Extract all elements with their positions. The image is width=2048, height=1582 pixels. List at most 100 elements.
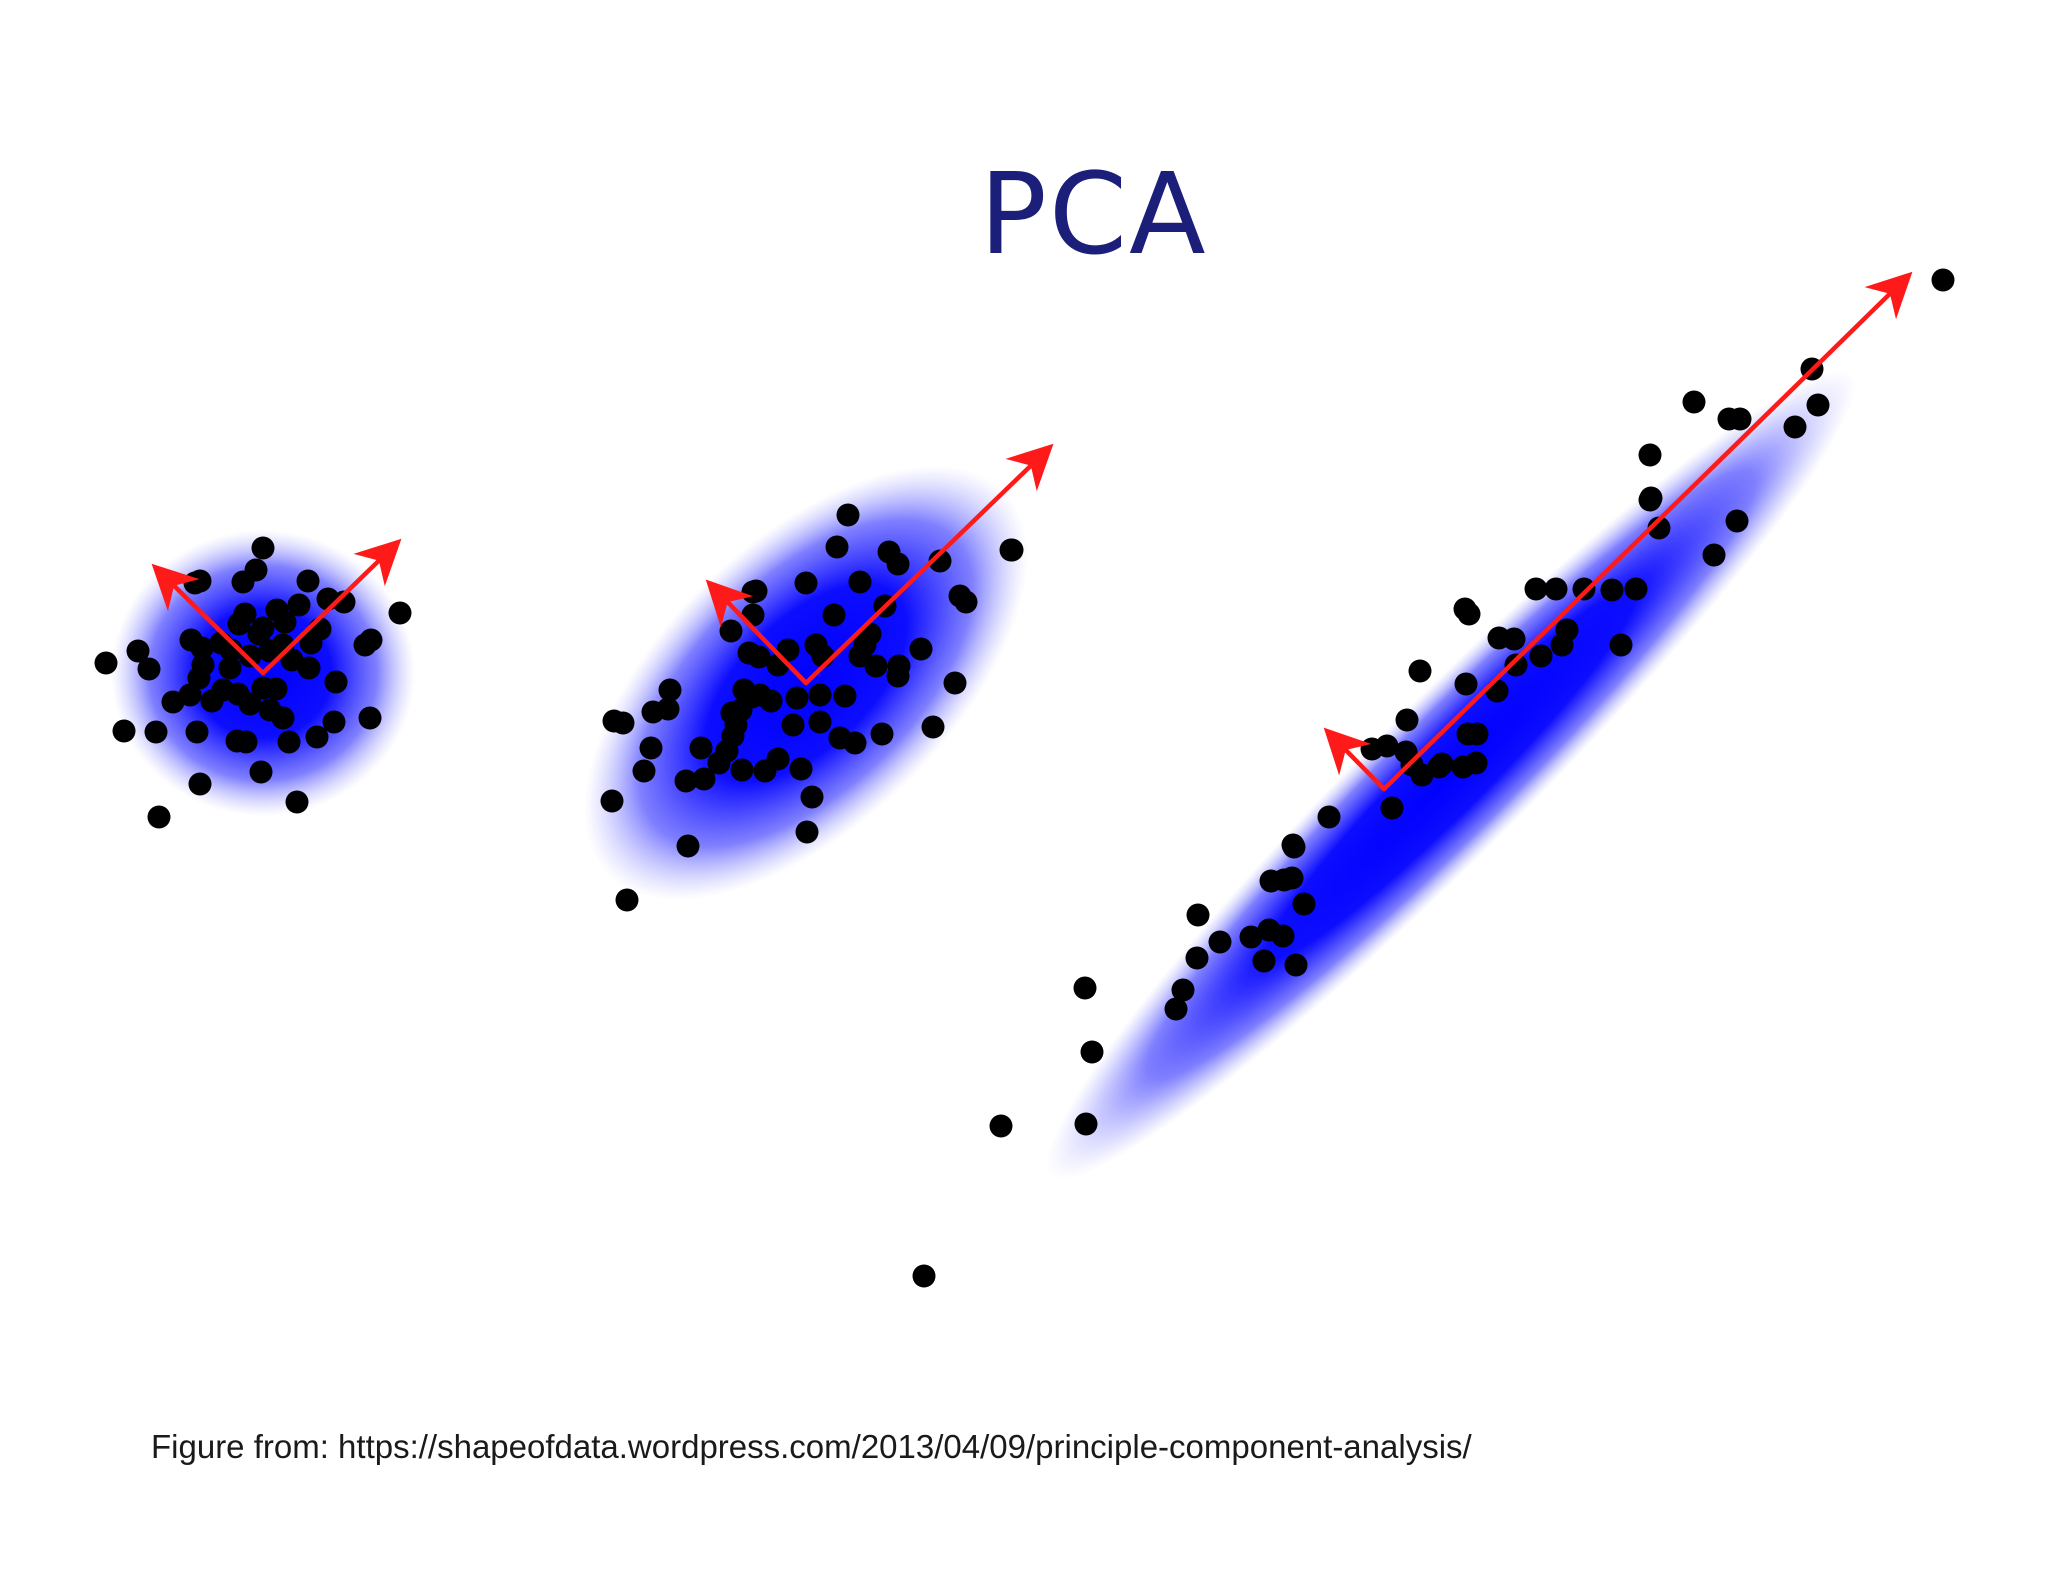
data-point — [1272, 868, 1296, 892]
data-point — [126, 639, 150, 663]
pca-panels — [94, 268, 1955, 1288]
data-point — [800, 785, 824, 809]
data-point — [1487, 626, 1511, 650]
data-point — [1074, 1112, 1098, 1136]
data-point — [808, 683, 832, 707]
data-point — [781, 713, 805, 737]
data-point — [144, 720, 168, 744]
data-point — [1208, 930, 1232, 954]
data-point — [247, 622, 271, 646]
data-point — [886, 552, 910, 576]
data-point — [943, 671, 967, 695]
data-point — [632, 759, 656, 783]
data-point — [1485, 679, 1509, 703]
data-point — [1186, 903, 1210, 927]
principal-component-1-arrow — [260, 538, 402, 676]
data-point — [808, 710, 832, 734]
data-point — [689, 736, 713, 760]
data-point — [954, 590, 978, 614]
principal-component-2-arrow — [705, 579, 809, 686]
data-point — [1073, 976, 1097, 1000]
data-point — [836, 503, 860, 527]
data-point — [1524, 577, 1548, 601]
data-point — [1457, 602, 1481, 626]
data-point — [273, 610, 297, 634]
data-point — [1725, 509, 1749, 533]
principal-component-2-arrow — [151, 563, 266, 676]
round-cluster — [94, 530, 415, 829]
data-point — [912, 1264, 936, 1288]
data-point — [785, 686, 809, 710]
data-point — [1410, 763, 1434, 787]
data-point — [1395, 708, 1419, 732]
data-point — [1728, 407, 1752, 431]
data-point — [1375, 734, 1399, 758]
data-point — [277, 730, 301, 754]
data-point — [848, 570, 872, 594]
data-point — [188, 772, 212, 796]
data-point — [297, 656, 321, 680]
data-point — [305, 725, 329, 749]
data-point — [191, 653, 215, 677]
data-point — [147, 805, 171, 829]
data-point — [804, 633, 828, 657]
data-point — [886, 664, 910, 688]
data-point — [1638, 443, 1662, 467]
data-point — [759, 689, 783, 713]
data-point — [1454, 672, 1478, 696]
data-point — [1682, 390, 1706, 414]
data-point — [238, 692, 262, 716]
data-point — [600, 789, 624, 813]
data-point — [161, 690, 185, 714]
data-point — [989, 1114, 1013, 1138]
data-point — [674, 769, 698, 793]
data-point — [231, 570, 255, 594]
data-point — [602, 709, 626, 733]
data-point — [332, 590, 356, 614]
figure-caption: Figure from: https://shapeofdata.wordpre… — [151, 1428, 1472, 1465]
data-point — [200, 689, 224, 713]
data-point — [324, 670, 348, 694]
data-point — [271, 706, 295, 730]
data-point — [794, 571, 818, 595]
data-point — [1624, 577, 1648, 601]
data-point — [1252, 949, 1276, 973]
data-point — [251, 676, 275, 700]
data-point — [1504, 653, 1528, 677]
data-point — [1317, 805, 1341, 829]
data-point — [322, 710, 346, 734]
data-point — [188, 569, 212, 593]
data-point — [1000, 538, 1024, 562]
data-point — [744, 579, 768, 603]
data-point — [1464, 751, 1488, 775]
data-point — [843, 731, 867, 755]
data-point — [1271, 924, 1295, 948]
data-point — [1931, 268, 1955, 292]
data-point — [833, 684, 857, 708]
data-point — [1647, 516, 1671, 540]
data-point — [789, 757, 813, 781]
slide-title: PCA — [979, 150, 1208, 280]
data-point — [1380, 796, 1404, 820]
data-point — [766, 747, 790, 771]
data-point — [249, 760, 273, 784]
data-point — [353, 633, 377, 657]
data-point — [825, 535, 849, 559]
data-point — [1555, 618, 1579, 642]
data-point — [227, 612, 251, 636]
data-point — [1408, 659, 1432, 683]
data-point — [1465, 722, 1489, 746]
data-point — [928, 549, 952, 573]
data-point — [296, 569, 320, 593]
data-point — [639, 736, 663, 760]
data-point — [676, 834, 700, 858]
data-point — [1239, 925, 1263, 949]
data-point — [1281, 833, 1305, 857]
data-point — [238, 644, 262, 668]
data-point — [730, 758, 754, 782]
data-point — [94, 651, 118, 675]
elongated-cluster — [912, 268, 1955, 1288]
data-point — [190, 636, 214, 660]
data-point — [1609, 633, 1633, 657]
